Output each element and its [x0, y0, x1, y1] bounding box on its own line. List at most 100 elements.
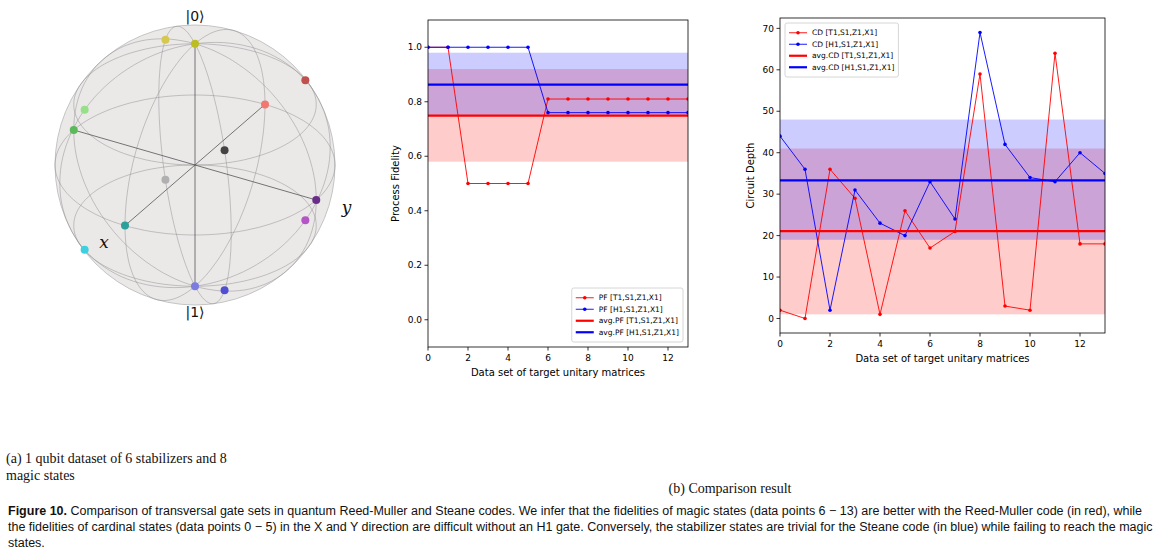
x-tick-label: 0: [777, 339, 783, 349]
series-marker: [466, 45, 470, 49]
legend: PF [T1,S1,Z1,X1] PF [H1,S1,Z1,X1] avg.PF […: [572, 288, 683, 342]
legend-marker: [583, 307, 587, 311]
legend-label: CD [H1,S1,Z1,X1]: [812, 40, 878, 49]
y-tick: [425, 319, 429, 320]
legend-item: CD [H1,S1,Z1,X1]: [789, 40, 878, 49]
series-marker: [586, 111, 590, 115]
y-tick-label: 20: [763, 231, 775, 241]
y-tick-label: 0.8: [408, 97, 423, 107]
series-marker: [928, 246, 932, 250]
x-tick-label: 12: [1074, 339, 1085, 349]
x-tick: [830, 333, 831, 337]
series-marker: [486, 182, 490, 186]
y-tick-label: 60: [763, 65, 775, 75]
state-point: [121, 222, 129, 230]
sphere-surface: [55, 25, 335, 305]
meridian: [60, 42, 330, 287]
y-tick: [425, 101, 429, 102]
series-marker: [626, 97, 630, 101]
meridian: [125, 29, 265, 300]
legend-label: CD [T1,S1,Z1,X1]: [812, 28, 877, 37]
series-line: [780, 53, 1105, 318]
bloch-sphere: xy|0⟩|1⟩: [55, 8, 352, 321]
state-point: [301, 216, 309, 224]
series-marker: [953, 217, 957, 221]
x-tick: [548, 347, 549, 351]
subcaption-b: (b) Comparison result: [560, 480, 900, 497]
y-axis-title: Circuit Depth: [745, 143, 756, 209]
caption-text: Comparison of transversal gate sets in q…: [8, 504, 1153, 550]
x-tick: [1030, 333, 1031, 337]
y-tick: [777, 235, 781, 236]
x-tick-label: 10: [622, 353, 634, 363]
x-tick-label: 2: [827, 339, 833, 349]
state-point: [191, 40, 199, 48]
x-tick-label: 8: [977, 339, 983, 349]
x-tick: [1080, 333, 1081, 337]
series-marker: [1028, 176, 1032, 180]
y-tick: [777, 28, 781, 29]
average-line: [780, 179, 1105, 181]
plot-frame: [780, 18, 1105, 333]
series-line: [428, 47, 688, 112]
y-tick: [777, 111, 781, 112]
x-tick-label: 2: [465, 353, 471, 363]
series-marker: [506, 45, 510, 49]
legend-item: PF [T1,S1,Z1,X1]: [576, 293, 662, 302]
axis-label-x: x: [99, 232, 109, 252]
std-band: [428, 53, 688, 116]
legend-box: [785, 23, 898, 77]
legend-marker: [796, 31, 800, 35]
y-tick-label: 0.4: [408, 206, 423, 216]
series-marker: [566, 97, 570, 101]
x-tick: [468, 347, 469, 351]
legend-item: avg.CD [H1,S1,Z1,X1]: [789, 63, 894, 72]
average-line: [780, 230, 1105, 232]
meridian: [74, 39, 316, 291]
series-marker: [978, 31, 982, 35]
axis-label-bottom: |1⟩: [185, 304, 204, 321]
state-point: [191, 282, 199, 290]
series-marker: [1053, 51, 1057, 55]
caption-label: Figure 10.: [8, 504, 67, 518]
average-line: [428, 83, 688, 85]
series-marker: [646, 97, 650, 101]
y-tick-label: 0.2: [408, 260, 422, 270]
x-tick: [930, 333, 931, 337]
legend-label: avg.PF [H1,S1,Z1,X1]: [599, 328, 679, 337]
state-point: [221, 146, 229, 154]
x-tick: [780, 333, 781, 337]
caption: Figure 10. Comparison of transversal gat…: [8, 503, 1158, 551]
x-tick-label: 12: [662, 353, 673, 363]
series-marker: [878, 221, 882, 225]
x-tick: [428, 347, 429, 351]
legend-swatch: [576, 331, 594, 333]
legend-item: PF [H1,S1,Z1,X1]: [576, 305, 663, 314]
y-tick-label: 0.0: [408, 315, 423, 325]
x-tick-label: 6: [545, 353, 551, 363]
series-line: [428, 47, 688, 183]
y-tick: [425, 265, 429, 266]
series-marker: [1078, 242, 1082, 246]
state-point: [81, 106, 89, 114]
meridian: [159, 26, 231, 304]
y-tick: [777, 277, 781, 278]
series-marker: [646, 111, 650, 115]
legend-label: avg.CD [H1,S1,Z1,X1]: [812, 63, 894, 72]
x-tick-label: 8: [585, 353, 591, 363]
series-marker: [1028, 308, 1032, 312]
series-marker: [828, 308, 832, 312]
series-marker: [1003, 143, 1007, 147]
x-tick: [980, 333, 981, 337]
series-marker: [566, 111, 570, 115]
x-tick: [880, 333, 881, 337]
state-point: [301, 76, 309, 84]
legend-marker: [796, 42, 800, 46]
plot-frame: [428, 20, 688, 347]
y-tick: [425, 47, 429, 48]
state-point: [161, 176, 169, 184]
y-tick: [425, 210, 429, 211]
x-tick-label: 4: [505, 353, 511, 363]
y-axis-title: Process Fidelity: [390, 145, 401, 222]
plot-area: [428, 45, 688, 185]
